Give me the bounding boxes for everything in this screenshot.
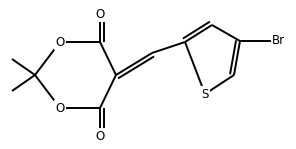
- Text: O: O: [55, 101, 65, 114]
- Text: O: O: [95, 129, 104, 142]
- Text: O: O: [95, 7, 104, 21]
- Text: S: S: [201, 87, 209, 100]
- Text: Br: Br: [272, 35, 285, 48]
- Text: O: O: [55, 35, 65, 49]
